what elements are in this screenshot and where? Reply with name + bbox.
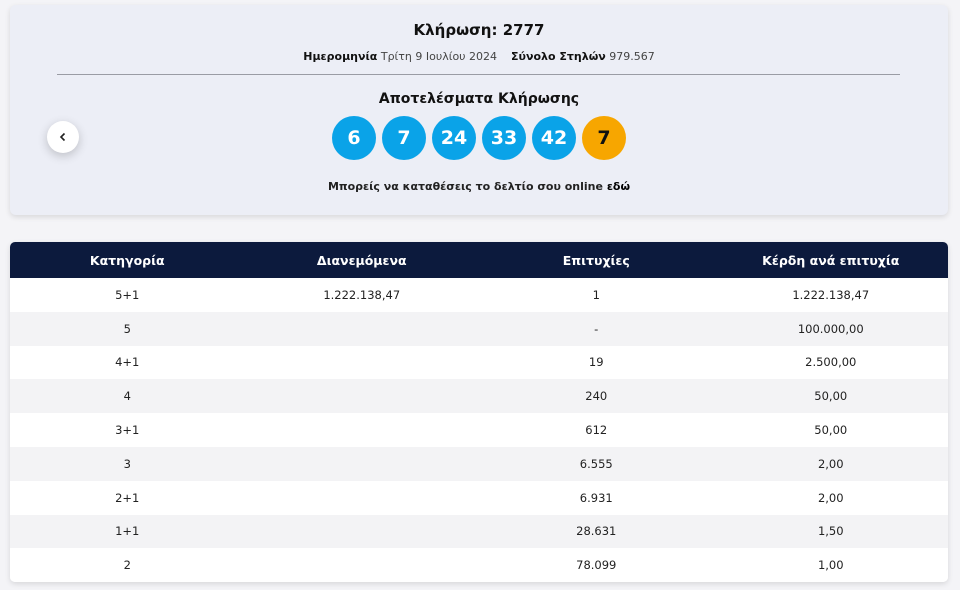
table-cell: 1,00 — [713, 548, 948, 583]
online-message: Μπορείς να καταθέσεις το δελτίο σου onli… — [327, 180, 603, 193]
table-cell: 1,50 — [713, 514, 948, 549]
column-header: Επιτυχίες — [479, 242, 714, 278]
table-cell: 3+1 — [10, 413, 245, 447]
ball: 42 — [532, 116, 576, 160]
date-label: Ημερομηνία — [303, 50, 378, 63]
table-cell: 240 — [479, 379, 714, 414]
table-cell — [244, 345, 479, 380]
ball: 33 — [482, 116, 526, 160]
ball: 7 — [382, 116, 426, 160]
table-cell: 5 — [10, 311, 245, 346]
table-cell: 6.555 — [479, 446, 714, 481]
table-cell — [244, 548, 479, 583]
table-cell — [244, 480, 479, 515]
columns-label: Σύνολο Στηλών — [511, 50, 606, 63]
results-title: Αποτελέσματα Κλήρωσης — [378, 91, 580, 107]
table-cell — [244, 311, 479, 346]
ball: 24 — [432, 116, 476, 160]
column-header: Κατηγορία — [10, 242, 245, 278]
table-cell — [244, 379, 479, 414]
table-cell: 2.500,00 — [713, 345, 948, 380]
table-row: 2+1 6.931 2,00 — [10, 480, 948, 515]
table-cell: 1+1 — [10, 514, 245, 549]
table-cell — [244, 446, 479, 481]
table-cell: 2 — [10, 548, 245, 583]
table-cell: - — [479, 311, 714, 346]
divider — [57, 74, 900, 75]
online-link[interactable]: εδώ — [606, 180, 631, 193]
table-body: 5+1 1.222.138,47 1 1.222.138,47 5-100.000,00… — [10, 278, 948, 583]
column-header: Διανεμόμενα — [244, 242, 479, 278]
draw-card: Κλήρωση: 2777 Ημερομηνία Τρίτη 9 Ιουλίου… — [10, 5, 948, 215]
table-cell: 28.631 — [479, 514, 714, 549]
table-row: 4+1 19 2.500,00 — [10, 345, 948, 380]
table-cell: 78.099 — [479, 548, 714, 583]
table-cell: 1.222.138,47 — [713, 278, 948, 312]
table-row: 5 -100.000,00 — [10, 311, 948, 346]
table-cell: 2,00 — [713, 480, 948, 515]
header-row: Κατηγορία Διανεμόμενα Επιτυχίες Κέρδη ανά ε… — [10, 242, 948, 278]
chevron-left-icon — [59, 132, 66, 142]
previous-button[interactable] — [47, 121, 79, 153]
table-cell: 100.000,00 — [713, 311, 948, 346]
table-cell: 2+1 — [10, 480, 245, 515]
table-cell — [244, 413, 479, 447]
table-row: 2 78.099 1,00 — [10, 548, 948, 583]
table: Κατηγορία Διανεμόμενα Επιτυχίες Κέρδη ανά ε… — [10, 242, 948, 583]
table-cell: 19 — [479, 345, 714, 380]
table-row: 3+1 612 50,00 — [10, 413, 948, 447]
column-header: Κέρδη ανά επιτυχία — [713, 242, 948, 278]
prize-table: Κατηγορία Διανεμόμενα Επιτυχίες Κέρδη ανά ε… — [10, 242, 948, 583]
table-cell: 612 — [479, 413, 714, 447]
ball: 6 — [332, 116, 376, 160]
table-cell: 2,00 — [713, 446, 948, 481]
table-cell: 4 — [10, 379, 245, 414]
table-row: 3 6.555 2,00 — [10, 446, 948, 481]
table-cell: 50,00 — [713, 413, 948, 447]
table-cell: 1 — [479, 278, 714, 312]
table-cell: 3 — [10, 446, 245, 481]
columns: 979.567 — [609, 50, 655, 63]
table-cell: 4+1 — [10, 345, 245, 380]
joker-ball: 7 — [582, 116, 626, 160]
date: Τρίτη 9 Ιουλίου 2024 — [380, 50, 498, 63]
draw-meta: Ημερομηνία Τρίτη 9 Ιουλίου 2024 Σύνολο Σ… — [10, 50, 948, 63]
table-row: 5+1 1.222.138,47 1 1.222.138,47 — [10, 278, 948, 312]
table-cell: 1.222.138,47 — [244, 278, 479, 312]
table-row: 4 240 50,00 — [10, 379, 948, 414]
table-row: 1+1 28.631 1,50 — [10, 514, 948, 549]
table-cell: 50,00 — [713, 379, 948, 414]
table-cell: 6.931 — [479, 480, 714, 515]
balls: 6 7 24 33 42 7 — [10, 116, 948, 160]
table-cell: 5+1 — [10, 278, 245, 312]
table-cell — [244, 514, 479, 549]
online-text: Μπορείς να καταθέσεις το δελτίο σου onli… — [10, 180, 948, 193]
draw-title: Κλήρωση: 2777 — [413, 21, 545, 39]
